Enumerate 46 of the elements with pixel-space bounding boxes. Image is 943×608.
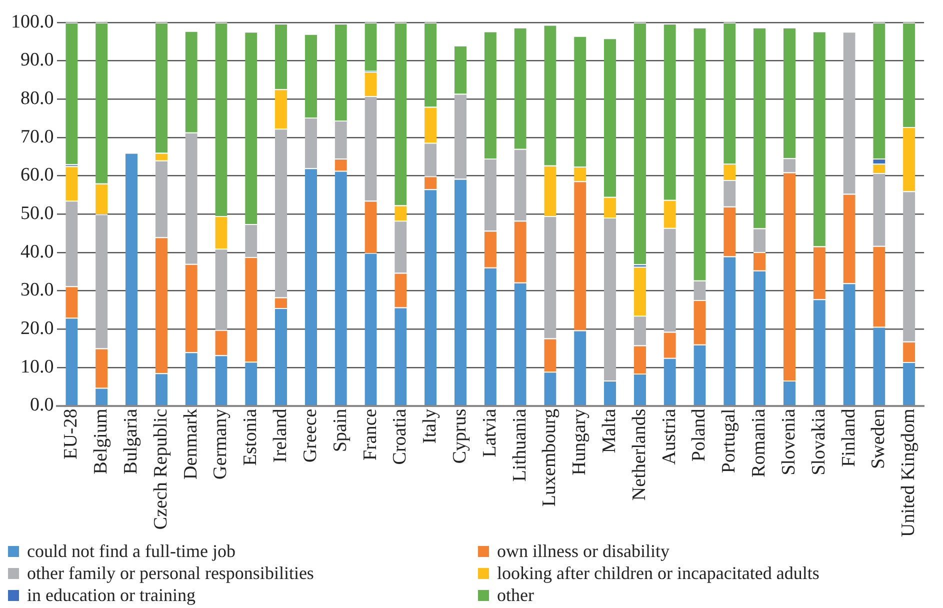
x-tick-label: Romania — [748, 408, 770, 478]
y-tick-label: 50.0 — [20, 203, 54, 224]
x-tick-label: Austria — [658, 408, 680, 465]
x-tick-label: Netherlands — [628, 408, 650, 501]
x-tick-label: Slovenia — [778, 408, 800, 476]
x-tick-label: Bulgaria — [120, 408, 142, 474]
x-tick-label: Luxembourg — [539, 408, 560, 507]
x-tick-label: Germany — [210, 408, 232, 480]
legend-label: looking after children or incapacitated adults — [497, 562, 820, 584]
x-tick-label: Portugal — [718, 408, 740, 474]
y-tick-label: 70.0 — [20, 126, 54, 148]
y-tick-label: 100.0 — [11, 11, 54, 32]
y-tick-label: 90.0 — [20, 50, 54, 71]
y-tick-label: 80.0 — [20, 88, 54, 110]
y-tick-label: 30.0 — [20, 280, 54, 301]
x-tick-label: Sweden — [868, 408, 890, 469]
x-tick-label: EU-28 — [60, 408, 82, 460]
x-tick-label: Malta — [599, 408, 620, 454]
x-tick-label: United Kingdom — [898, 408, 920, 538]
legend-label: other family or personal responsibilities — [27, 562, 314, 584]
x-tick-label: Lithuania — [509, 408, 530, 482]
legend-label: other — [497, 584, 534, 606]
x-tick-label: Denmark — [180, 408, 202, 480]
legend-label: in education or training — [27, 584, 196, 606]
legend-label: could not find a full-time job — [27, 540, 236, 562]
x-tick-label: Slovakia — [808, 408, 830, 476]
x-tick-label: Finland — [838, 408, 860, 467]
legend-label: own illness or disability — [497, 540, 670, 562]
x-tick-label: Croatia — [390, 408, 411, 465]
x-tick-label: France — [360, 408, 381, 460]
x-tick-label: Czech Republic — [150, 408, 172, 530]
x-tick-label: Spain — [330, 408, 351, 452]
x-tick-label: Belgium — [90, 408, 112, 474]
y-tick-label: 60.0 — [20, 164, 54, 186]
y-tick-label: 0.0 — [30, 394, 54, 416]
x-tick-label: Poland — [688, 408, 710, 462]
x-tick-label: Ireland — [270, 408, 292, 463]
x-tick-label: Hungary — [569, 408, 590, 476]
x-tick-label: Cyprus — [449, 408, 470, 464]
x-tick-label: Italy — [420, 408, 441, 444]
y-tick-label: 40.0 — [20, 241, 54, 262]
x-tick-label: Estonia — [240, 408, 262, 466]
x-tick-label: Latvia — [479, 408, 500, 458]
y-tick-label: 10.0 — [20, 356, 54, 378]
x-tick-label: Greece — [300, 408, 321, 463]
y-tick-label: 20.0 — [20, 318, 54, 340]
